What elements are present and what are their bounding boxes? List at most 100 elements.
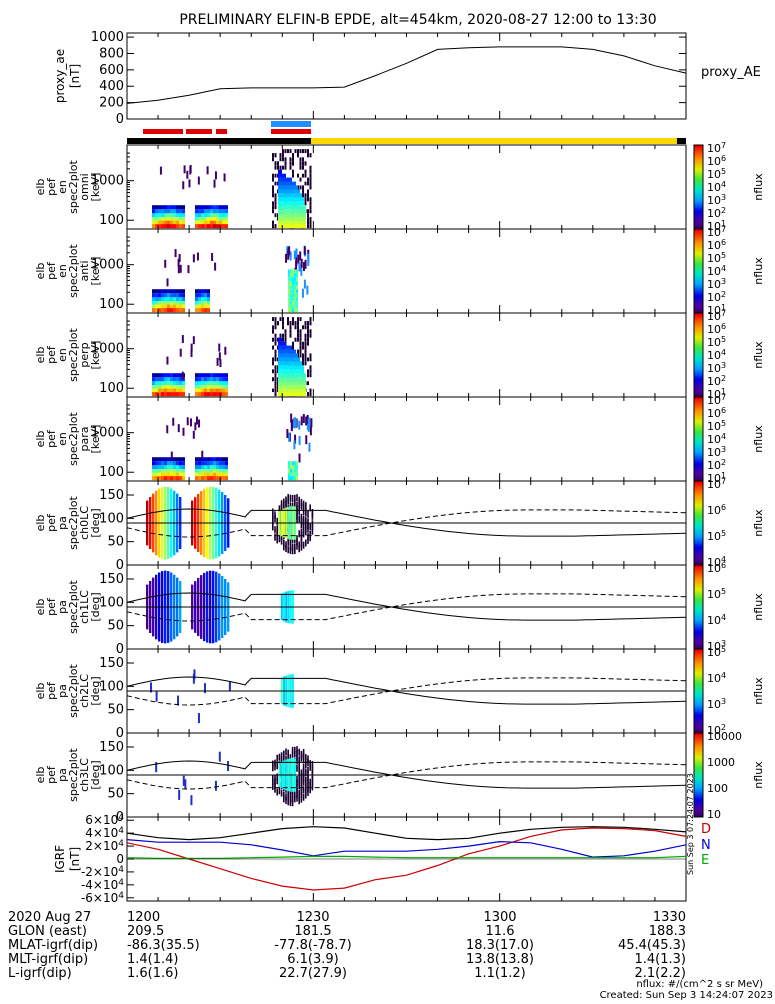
spectrogram-cell	[164, 217, 167, 221]
spectrogram-cell	[286, 361, 288, 366]
spectrogram-cell	[204, 472, 207, 477]
ytick-label-proxy-ae: 1000	[91, 30, 124, 45]
spectrogram-cell	[225, 469, 228, 473]
xaxis-row-label: 2020 Aug 27	[8, 910, 91, 925]
spectrogram-cell	[294, 385, 296, 389]
xaxis-row-value: 2.1(2.2)	[635, 966, 687, 981]
spectrogram-cell	[298, 778, 300, 786]
spectrogram-cell	[158, 373, 161, 378]
spectrogram-cell	[177, 258, 180, 267]
spectrogram-cell	[290, 281, 292, 286]
spectrogram-cell	[309, 786, 311, 794]
spectrogram-cell	[182, 385, 185, 389]
colorbar-tick-anti: 105	[707, 251, 726, 265]
colorbar-segment-ch2LC	[694, 712, 703, 715]
spectrogram-cell	[309, 530, 311, 538]
spectrogram-cell	[173, 373, 176, 378]
colorbar-segment-ch2LC	[694, 676, 703, 679]
spectrogram-cell	[207, 213, 210, 218]
spectrogram-cell	[278, 369, 280, 374]
spectrogram-cell	[296, 377, 298, 382]
colorbar-segment-omni	[694, 170, 703, 173]
spectrogram-cell	[278, 365, 280, 370]
spectrogram-cell	[182, 388, 185, 393]
spectrogram-cell	[297, 173, 299, 178]
colorbar-segment-ch0LC	[694, 558, 703, 562]
spectrogram-cell	[286, 181, 288, 186]
spectrogram-cell	[224, 346, 227, 355]
colorbar-segment-ch0LC	[694, 529, 703, 532]
ylabel-omni: [keV]	[89, 173, 102, 202]
spectrogram-cell	[296, 461, 298, 466]
spectrogram-cell	[278, 197, 280, 202]
spectrogram-cell	[305, 524, 307, 532]
spectrogram-cell	[272, 516, 274, 523]
spectrogram-cell	[300, 373, 302, 378]
spectrogram-cell	[213, 392, 216, 397]
colorbar-tick-ch1LC: 105	[707, 587, 726, 601]
spectrogram-cell	[302, 541, 305, 549]
colorbar-segment-ch0LC	[694, 531, 703, 534]
spectrogram-cell	[158, 224, 161, 229]
colorbar-segment-ch2LC	[694, 653, 703, 656]
colorbar-segment-anti	[694, 279, 703, 282]
spectrogram-cell	[307, 209, 309, 214]
colorbar-segment-ch3LC	[694, 743, 703, 747]
colorbar-segment-ch1LC	[694, 602, 703, 606]
spectrogram-cell	[152, 377, 155, 382]
spectrogram-cell	[282, 189, 284, 194]
colorbar-segment-omni	[694, 191, 703, 194]
spectrogram-cell	[284, 177, 286, 182]
spectrogram-cell	[210, 209, 213, 214]
spectrogram-cell	[182, 308, 185, 313]
spectrogram-cell	[294, 304, 296, 309]
spectrogram-cell	[284, 157, 287, 162]
colorbar-segment-anti	[694, 268, 703, 272]
spectrogram-cell	[309, 388, 312, 393]
spectrogram-cell	[278, 361, 280, 366]
spectrogram-cell	[294, 388, 296, 393]
spectrogram-cell	[155, 304, 158, 309]
spectrogram-cell	[222, 373, 225, 378]
spectrogram-cell	[167, 217, 170, 221]
spectrogram-cell	[216, 217, 219, 221]
spectrogram-cell	[286, 209, 288, 214]
spectrogram-cell	[302, 224, 304, 229]
colorbar-segment-perp	[694, 342, 703, 345]
spectrogram-cell	[292, 201, 294, 206]
colorbar-segment-omni	[694, 182, 703, 186]
xaxis-row-label: GLON (east)	[8, 924, 87, 939]
spectrogram-cell	[158, 297, 161, 302]
spectrogram-cell	[288, 353, 290, 358]
spectrogram-cell	[300, 498, 303, 506]
spectrogram-cell	[210, 457, 213, 462]
spectrogram-cell	[309, 369, 312, 374]
xaxis-row-value: 1.6(1.6)	[127, 966, 179, 981]
ytick-label-ch0LC: 150	[99, 488, 124, 503]
spectrogram-cell	[158, 301, 161, 305]
spectrogram-cell	[201, 472, 204, 477]
colorbar-segment-omni	[694, 174, 703, 177]
spectrogram-cell	[302, 217, 304, 221]
spectrogram-cell	[210, 385, 213, 389]
spectrogram-cell	[213, 209, 216, 214]
spectrogram-cell	[286, 205, 288, 210]
spectrogram-cell	[176, 293, 179, 298]
spectrogram-cell	[291, 795, 294, 803]
colorbar-segment-ch2LC	[694, 651, 703, 654]
spectrogram-cell	[296, 472, 298, 477]
spectrogram-cell	[292, 289, 294, 294]
spectrogram-cell	[287, 317, 289, 322]
spectrogram-cell	[274, 201, 277, 206]
spectrogram-cell	[302, 508, 305, 516]
colorbar-segment-ch0LC	[694, 499, 703, 503]
spectrogram-cell	[152, 220, 155, 225]
spectrogram-cell	[161, 220, 164, 225]
colorbar-segment-ch2LC	[694, 693, 703, 696]
spectrogram-cell	[298, 504, 300, 512]
colorbar-segment-perp	[694, 363, 703, 366]
colorbar-tick-ch0LC: 104	[707, 555, 726, 569]
spectrogram-cell	[296, 509, 298, 517]
spectrogram-cell	[298, 189, 300, 194]
spectrogram-cell	[282, 209, 284, 214]
